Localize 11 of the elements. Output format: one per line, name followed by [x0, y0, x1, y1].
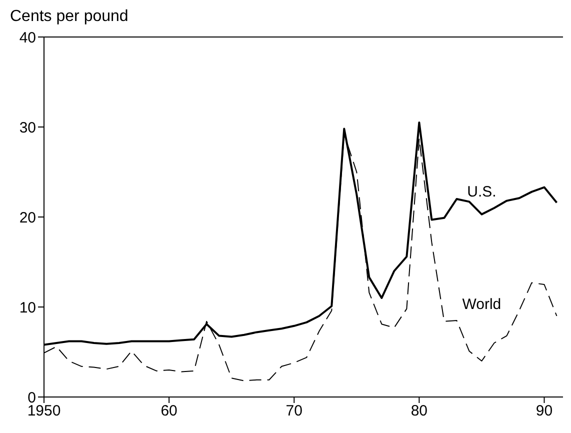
y-tick-label: 10	[19, 299, 36, 316]
series-label: U.S.	[467, 183, 496, 200]
x-tick-label: 70	[286, 402, 302, 420]
y-tick-label: 30	[19, 119, 36, 136]
y-tick-label: 40	[19, 29, 36, 46]
y-axis-title: Cents per pound	[10, 8, 128, 26]
x-tick-label: 60	[160, 402, 178, 420]
x-tick-label: 80	[410, 402, 428, 420]
x-tick-label: 90	[536, 402, 553, 420]
y-tick-label: 20	[19, 209, 36, 226]
series-label: World	[462, 296, 502, 313]
